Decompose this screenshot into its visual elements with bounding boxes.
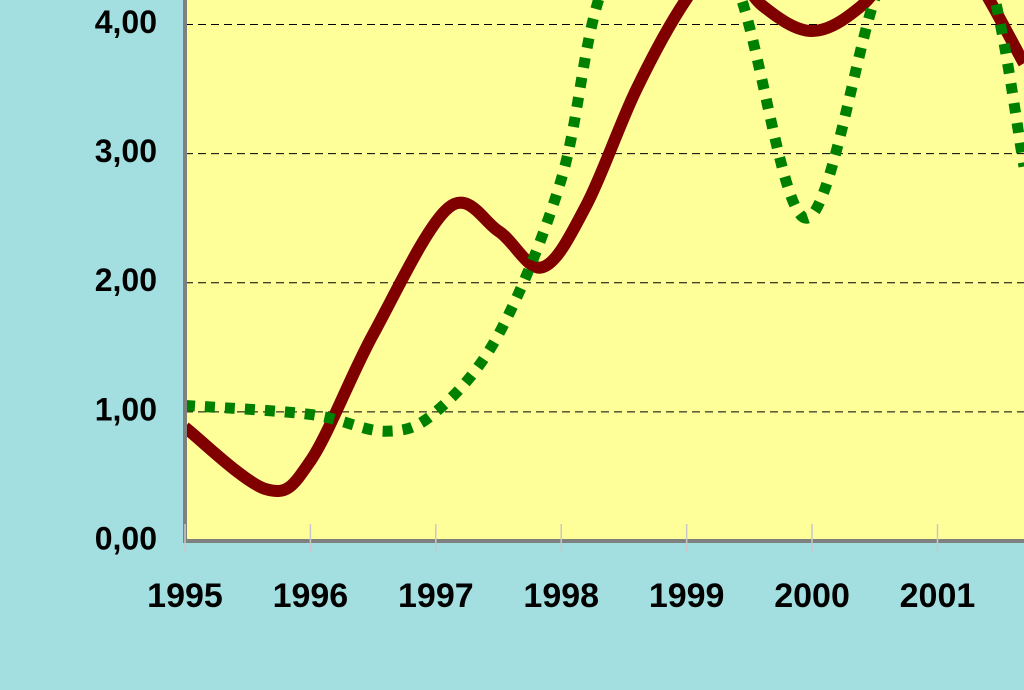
x-tick-label: 2000 [774,577,850,615]
series-line [185,0,1024,437]
y-tick-label: 3,00 [95,133,157,169]
series-line [185,0,1024,497]
y-tick-label: 4,00 [95,4,157,40]
x-tick-label: 1995 [147,577,223,615]
x-tick-label: 1997 [398,577,474,615]
y-tick-label: 2,00 [95,262,157,298]
x-tick-label: 1998 [523,577,599,615]
x-tick-label: 2001 [900,577,976,615]
x-tick-label: 1996 [273,577,349,615]
plot-area [185,0,1024,541]
y-tick-label: 1,00 [95,391,157,427]
x-tick-label: 1999 [649,577,725,615]
y-tick-label: 0,00 [95,520,157,556]
